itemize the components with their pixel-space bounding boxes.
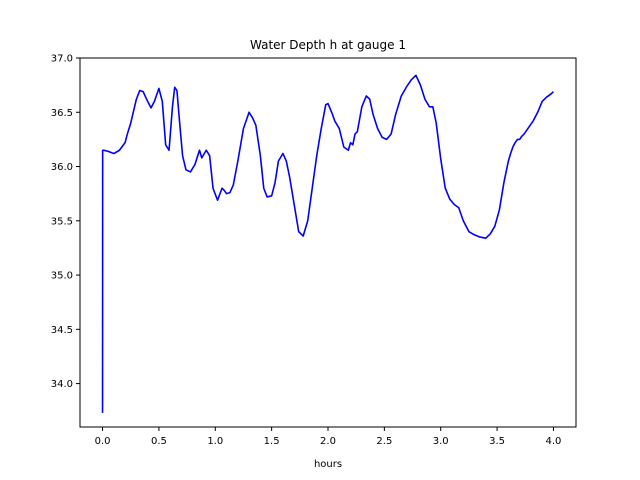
- x-tick-label: 3.5: [489, 436, 505, 447]
- x-tick-label: 2.0: [320, 436, 336, 447]
- chart-title: Water Depth h at gauge 1: [250, 38, 406, 52]
- y-tick-label: 34.0: [51, 379, 73, 390]
- y-tick-label: 36.5: [51, 108, 73, 119]
- y-tick-label: 35.0: [51, 271, 73, 282]
- x-tick-label: 4.0: [546, 436, 562, 447]
- x-axis-label: hours: [314, 459, 342, 470]
- x-tick-label: 2.5: [376, 436, 392, 447]
- y-tick-label: 35.5: [51, 216, 73, 227]
- y-axis: 34.0 34.5 35.0 35.5 36.0 36.5 37.0: [51, 54, 80, 390]
- x-tick-label: 1.5: [264, 436, 280, 447]
- y-tick-label: 36.0: [51, 162, 73, 173]
- x-tick-label: 3.0: [433, 436, 449, 447]
- x-axis: 0.0 0.5 1.0 1.5 2.0 2.5 3.0 3.5 4.0: [95, 427, 562, 447]
- x-tick-label: 0.0: [95, 436, 111, 447]
- y-tick-label: 34.5: [51, 325, 73, 336]
- y-tick-label: 37.0: [51, 54, 73, 65]
- x-tick-label: 1.0: [207, 436, 223, 447]
- series-line: [101, 74, 555, 413]
- x-tick-label: 0.5: [151, 436, 167, 447]
